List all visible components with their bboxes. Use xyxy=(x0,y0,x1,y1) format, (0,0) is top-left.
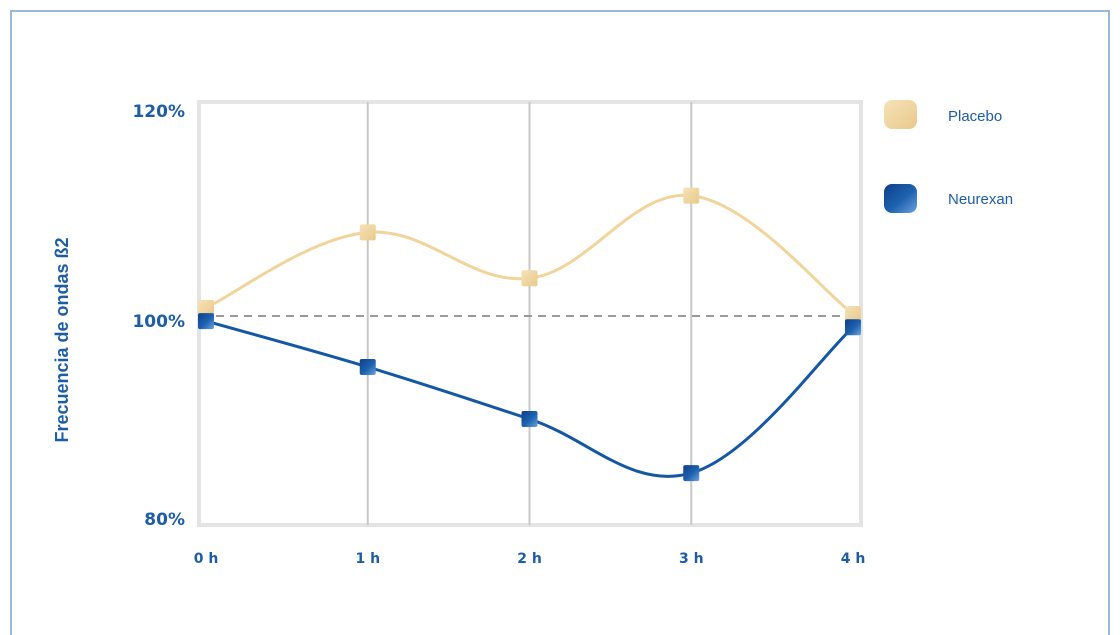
x-tick-label-1: 1 h xyxy=(355,551,380,567)
legend-label-placebo: Placebo xyxy=(948,108,1002,125)
x-tick-label-0: 0 h xyxy=(194,551,219,567)
y-tick-label-1: 100% xyxy=(132,312,185,332)
legend-swatch-placebo xyxy=(884,100,917,129)
y-tick-label-2: 120% xyxy=(132,102,185,122)
point-neurexan-1 xyxy=(359,359,376,375)
legend-swatch-neurexan xyxy=(884,184,917,213)
chart-frame xyxy=(10,10,1110,635)
x-tick-label-3: 3 h xyxy=(679,551,704,567)
point-placebo-1 xyxy=(359,224,376,241)
point-placebo-3 xyxy=(683,187,700,204)
x-tick-label-4: 4 h xyxy=(841,551,866,567)
point-neurexan-2 xyxy=(521,411,538,428)
legend: Placebo Neurexan xyxy=(884,100,1013,213)
point-placebo-2 xyxy=(521,270,538,287)
point-neurexan-4 xyxy=(845,319,861,336)
y-tick-label-0: 80% xyxy=(144,510,185,530)
point-neurexan-3 xyxy=(683,465,700,482)
y-axis-label: Frecuencia de ondas ß2 xyxy=(52,237,72,442)
x-tick-label-2: 2 h xyxy=(517,551,542,567)
legend-label-neurexan: Neurexan xyxy=(948,191,1013,208)
point-placebo-4 xyxy=(845,305,861,322)
point-placebo-0 xyxy=(198,299,214,316)
point-neurexan-0 xyxy=(198,313,214,330)
